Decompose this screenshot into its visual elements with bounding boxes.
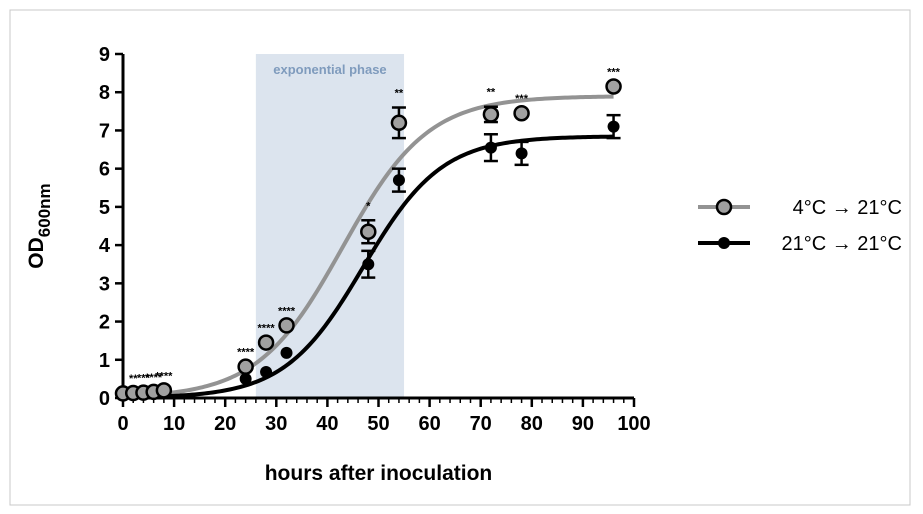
legend-label-series-1: 21°C → 21°C [782,233,903,255]
x-tick-label: 10 [163,413,185,435]
data-point-series-0 [237,358,254,375]
y-tick-label: 7 [99,120,110,142]
y-tick-label: 3 [99,273,110,295]
significance-label: *** [515,93,529,105]
y-axis-title-main: OD [25,237,48,269]
x-axis-title: hours after inoculation [265,462,493,485]
data-point-series-1 [392,174,405,187]
x-tick-label: 90 [572,413,594,435]
x-tick-label: 0 [117,413,128,435]
data-point-series-0 [605,78,622,95]
x-tick-label: 20 [214,413,236,435]
significance-label: ** [487,87,496,99]
significance-label: *** [607,66,621,78]
significance-label: ** [129,373,138,385]
data-point-series-1 [260,366,273,379]
x-tick-label: 100 [617,413,650,435]
y-tick-label: 2 [99,312,110,334]
data-point-series-1 [362,258,375,271]
y-tick-label: 5 [99,197,110,219]
significance-label: **** [145,372,163,384]
y-axis-title: OD600nm [25,183,54,268]
x-tick-label: 80 [521,413,543,435]
y-tick-label: 9 [99,44,110,66]
y-tick-label: 6 [99,159,110,181]
x-tick-label: 60 [418,413,440,435]
exponential-phase-label: exponential phase [273,62,386,77]
data-point-series-1 [239,372,252,385]
x-tick-label: 40 [316,413,338,435]
legend: 4°C → 21°C 21°C → 21°C [698,197,902,255]
data-point-series-0 [360,223,377,240]
significance-label: ** [395,88,404,100]
data-point-series-0 [513,104,530,122]
y-tick-label: 4 [99,235,111,257]
legend-marker-series-0 [715,198,733,216]
y-tick-label: 8 [99,82,110,104]
significance-label: **** [237,347,255,359]
data-point-series-0 [482,106,500,123]
legend-label-series-0: 4°C → 21°C [793,197,902,219]
x-tick-label: 50 [367,413,389,435]
y-tick-label: 1 [99,350,110,372]
legend-marker-series-1 [718,237,730,249]
significance-label: **** [278,305,296,317]
significance-label: **** [155,370,173,382]
frame-border [9,9,911,506]
x-tick-label: 70 [470,413,492,435]
y-tick-label: 0 [99,388,110,410]
significance-label: *** [137,373,151,385]
significance-label: **** [258,323,276,335]
significance-label: * [366,200,371,212]
x-tick-label: 30 [265,413,287,435]
data-point-series-1 [515,147,528,160]
data-point-series-1 [607,120,620,133]
data-point-series-0 [278,317,295,334]
data-point-series-0 [390,114,408,132]
data-point-series-0 [155,382,173,399]
data-point-series-1 [484,141,497,154]
y-axis-title-subscript: 600nm [35,183,54,237]
fit-curve-series-0 [122,94,614,399]
data-point-series-0 [257,334,275,351]
data-point-series-1 [280,346,293,359]
